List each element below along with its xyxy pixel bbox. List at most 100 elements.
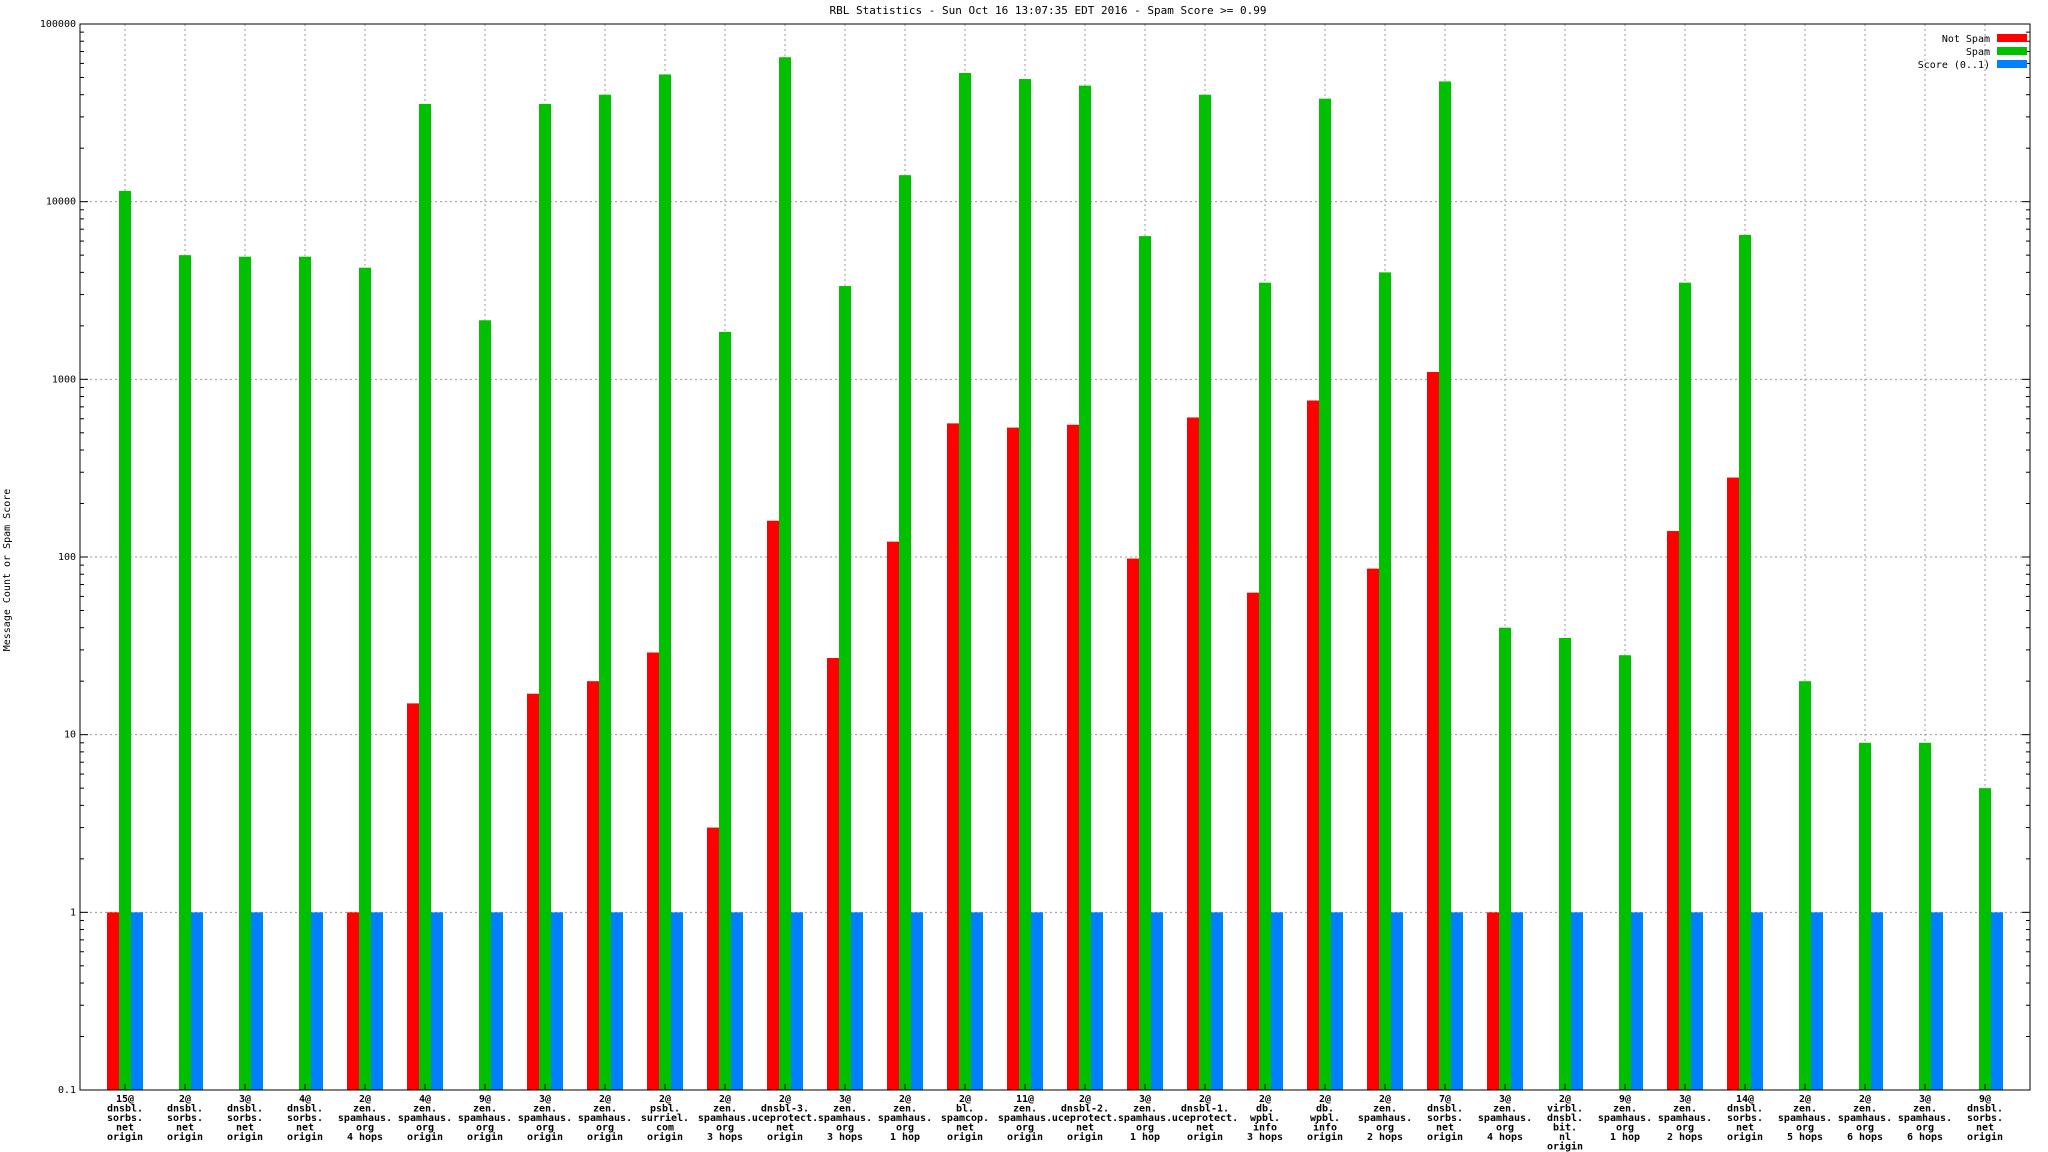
x-tick-label-line: spamhaus. [698, 1113, 752, 1124]
bar-not-spam [1187, 417, 1199, 1091]
x-tick-label-line: org [1616, 1123, 1634, 1134]
bar-spam [1919, 742, 1931, 1090]
bar-not-spam [587, 681, 599, 1090]
bar-score [1931, 912, 1943, 1090]
x-tick-label-line: zen. [353, 1104, 377, 1115]
x-tick-label: 2@ bl. spamcop. net origin [941, 1094, 989, 1143]
bar-score [731, 912, 743, 1090]
bar-not-spam [1307, 400, 1319, 1090]
plot-frame [79, 23, 2031, 1091]
x-tick-label-line: org [1916, 1123, 1934, 1134]
bar-spam [839, 286, 851, 1090]
legend-label: Spam [1966, 47, 1990, 58]
bar-spam [1139, 236, 1151, 1090]
bar-not-spam [1127, 558, 1139, 1090]
bar-score [1691, 912, 1703, 1090]
bar-not-spam [647, 652, 659, 1090]
bar-spam [1499, 627, 1511, 1090]
x-tick-label-line: net [1436, 1123, 1454, 1134]
x-tick-label-line: sorbs. [107, 1113, 143, 1124]
x-tick-label: 2@ dnsbl-1. uceprotect. net origin [1172, 1094, 1238, 1143]
x-tick-label: 4@ zen. spamhaus. org origin [398, 1094, 452, 1143]
x-tick-label-line: org [356, 1123, 374, 1134]
bar-score [431, 912, 443, 1090]
x-tick-label-line: 14@ [1736, 1094, 1754, 1105]
x-tick-label: 2@ zen. spamhaus. org 1 hop [878, 1094, 932, 1143]
x-tick-label-line: wpbl. [1250, 1113, 1280, 1124]
x-tick-label-line: 2@ [899, 1094, 911, 1105]
x-tick-label-line: spamcop. [941, 1113, 989, 1124]
x-tick-label-line: 3@ [839, 1094, 851, 1105]
x-tick-label-line: 2@ [959, 1094, 971, 1105]
x-tick-label-line: info [1253, 1122, 1277, 1134]
x-tick-label-line: net [1196, 1123, 1214, 1134]
x-tick-label: 3@ zen. spamhaus. org 1 hop [1118, 1094, 1172, 1143]
bar-spam [1679, 282, 1691, 1091]
x-tick-label-line: spamhaus. [1778, 1113, 1832, 1124]
x-tick-label-line: zen. [1493, 1104, 1517, 1115]
x-tick-label-line: db. [1256, 1104, 1274, 1115]
bar-spam [899, 175, 911, 1091]
x-tick-label-line: sorbs. [1427, 1113, 1463, 1124]
bar-spam [1619, 655, 1631, 1090]
x-tick-label-line: virbl. [1547, 1103, 1583, 1115]
bar-spam [1859, 742, 1871, 1090]
x-tick-label: 2@ zen. spamhaus. org origin [578, 1094, 632, 1143]
x-tick-label: 2@ zen. spamhaus. org 2 hops [1358, 1094, 1412, 1143]
x-tick-label-line: origin [1547, 1141, 1583, 1152]
x-tick-label-line: origin [527, 1131, 563, 1143]
x-tick-label-line: zen. [533, 1104, 557, 1115]
x-tick-label-line: 2@ [1559, 1094, 1571, 1105]
x-tick-label: 9@ zen. spamhaus. org 1 hop [1598, 1094, 1652, 1143]
x-tick-label-line: origin [107, 1131, 143, 1143]
bar-spam [1079, 85, 1091, 1091]
x-tick-label-line: 9@ [1979, 1094, 1991, 1105]
x-tick-label-line: zen. [413, 1104, 437, 1115]
x-tick-label-line: net [1976, 1123, 1994, 1134]
x-tick-label-line: spamhaus. [578, 1113, 632, 1124]
x-tick-label-line: org [1136, 1123, 1154, 1134]
x-tick-label-line: origin [1007, 1131, 1043, 1143]
x-tick-label-line: 5 hops [1787, 1132, 1823, 1143]
bar-not-spam [1247, 592, 1259, 1090]
bar-not-spam [827, 658, 839, 1090]
bar-spam [239, 256, 251, 1090]
x-tick-label: 2@ zen. spamhaus. org 5 hops [1778, 1094, 1832, 1143]
x-tick-label-line: org [1676, 1123, 1694, 1134]
x-tick-label-line: db. [1316, 1104, 1334, 1115]
x-tick-label-line: 4 hops [347, 1132, 383, 1143]
x-tick-label-line: spamhaus. [998, 1113, 1052, 1124]
x-tick-label-line: zen. [713, 1104, 737, 1115]
x-tick-label-line: sorbs. [287, 1113, 323, 1124]
x-tick-label-line: org [416, 1123, 434, 1134]
bar-not-spam [1727, 477, 1739, 1090]
x-tick-label-line: surriel. [641, 1112, 689, 1124]
bar-score [851, 912, 863, 1090]
y-axis-ticks: 0.1 1 10 100 1000 10000 100000 [40, 19, 2030, 1096]
x-tick-label: 3@ dnsbl. sorbs. net origin [227, 1094, 263, 1143]
x-tick-label-line: spamhaus. [1838, 1113, 1892, 1124]
legend-label: Not Spam [1942, 34, 1990, 45]
bar-score [1271, 912, 1283, 1090]
legend-label: Score (0..1) [1918, 60, 1990, 71]
bar-score [911, 912, 923, 1090]
x-tick-label: 11@ zen. spamhaus. org origin [998, 1094, 1052, 1143]
x-tick-label: 3@ zen. spamhaus. org origin [518, 1094, 572, 1143]
x-tick-label-line: dnsbl. [1427, 1104, 1463, 1115]
legend: Not Spam Spam Score (0..1) [1918, 34, 2027, 71]
x-tick-label-line: 2@ [1199, 1094, 1211, 1105]
x-tick-label-line: uceprotect. [1172, 1113, 1238, 1124]
x-tick-label-line: 2 hops [1667, 1132, 1703, 1143]
x-tick-label-line: 6 hops [1847, 1132, 1883, 1143]
x-tick-label-line: zen. [1913, 1104, 1937, 1115]
x-tick-label-line: 3@ [1499, 1094, 1511, 1105]
x-tick-label-line: sorbs. [1967, 1113, 2003, 1124]
x-tick-label-line: org [716, 1123, 734, 1134]
x-tick-label-line: origin [467, 1131, 503, 1143]
bar-spam [1799, 681, 1811, 1090]
x-tick-label-line: net [1736, 1123, 1754, 1134]
x-tick-label-line: 3 hops [827, 1132, 863, 1143]
x-tick-label-line: 4 hops [1487, 1132, 1523, 1143]
x-tick-label-line: origin [647, 1131, 683, 1143]
bar-score [131, 912, 143, 1090]
